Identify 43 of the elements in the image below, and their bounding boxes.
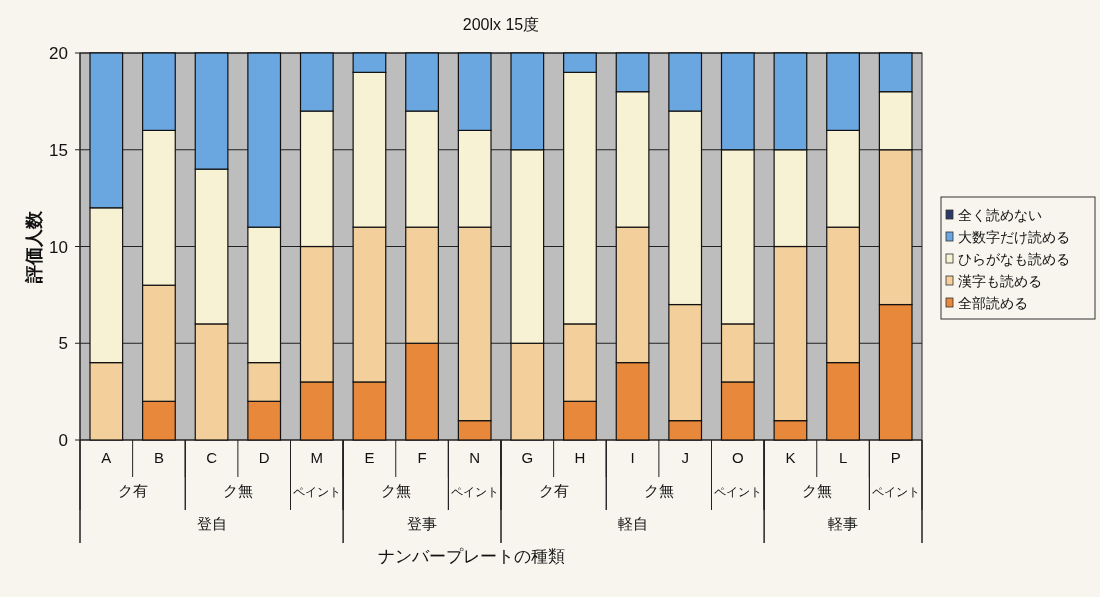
- x-tick-label: A: [101, 449, 112, 466]
- text: ク無: [643, 482, 674, 499]
- legend-label: 大数字だけ読める: [958, 229, 1070, 245]
- x-tick-label: M: [310, 449, 324, 466]
- text: ク有: [117, 482, 148, 499]
- x-tick-label: C: [206, 449, 218, 466]
- x-tick-label: E: [364, 449, 375, 466]
- text: 登事: [407, 515, 438, 532]
- y-axis-title: 評価人数: [24, 209, 44, 284]
- legend-label: 全部読める: [958, 295, 1028, 311]
- y-tick-label: 20: [49, 44, 68, 63]
- x-tick-label: B: [153, 449, 164, 466]
- text: ペイント: [292, 485, 341, 499]
- y-tick-label: 10: [49, 237, 68, 257]
- x-tick-label: N: [469, 449, 481, 466]
- x-tick-label: L: [838, 449, 848, 466]
- x-tick-label: I: [630, 449, 635, 466]
- text: ク有: [538, 482, 569, 499]
- x-tick-label: G: [521, 449, 534, 466]
- x-tick-label: D: [258, 449, 270, 466]
- text: 軽自: [617, 515, 648, 532]
- legend-label: 全く読めない: [958, 207, 1042, 223]
- y-tick-label: 15: [49, 140, 68, 160]
- text: ペイント: [450, 485, 499, 499]
- y-tick-label: 5: [58, 334, 68, 354]
- x-tick-label: O: [731, 449, 744, 466]
- text: ペイント: [713, 485, 762, 499]
- y-tick-label: 0: [58, 431, 68, 450]
- x-tick-label: H: [574, 449, 586, 466]
- x-tick-label: F: [417, 449, 427, 466]
- legend-label: ひらがなも読める: [958, 251, 1070, 267]
- text: ク無: [801, 482, 832, 499]
- x-tick-label: P: [890, 449, 901, 466]
- x-axis-title: ナンバープレートの種類: [377, 547, 565, 566]
- text: ク無: [222, 482, 253, 499]
- text: 軽事: [828, 515, 859, 532]
- legend-label: 漢字も読める: [958, 273, 1042, 289]
- text: 登自: [196, 515, 227, 532]
- chart-title: 200lx 15度: [462, 16, 540, 33]
- x-tick-label: J: [681, 449, 689, 466]
- text: ペイント: [871, 485, 920, 499]
- text: ク無: [380, 482, 411, 499]
- x-tick-label: K: [785, 449, 796, 466]
